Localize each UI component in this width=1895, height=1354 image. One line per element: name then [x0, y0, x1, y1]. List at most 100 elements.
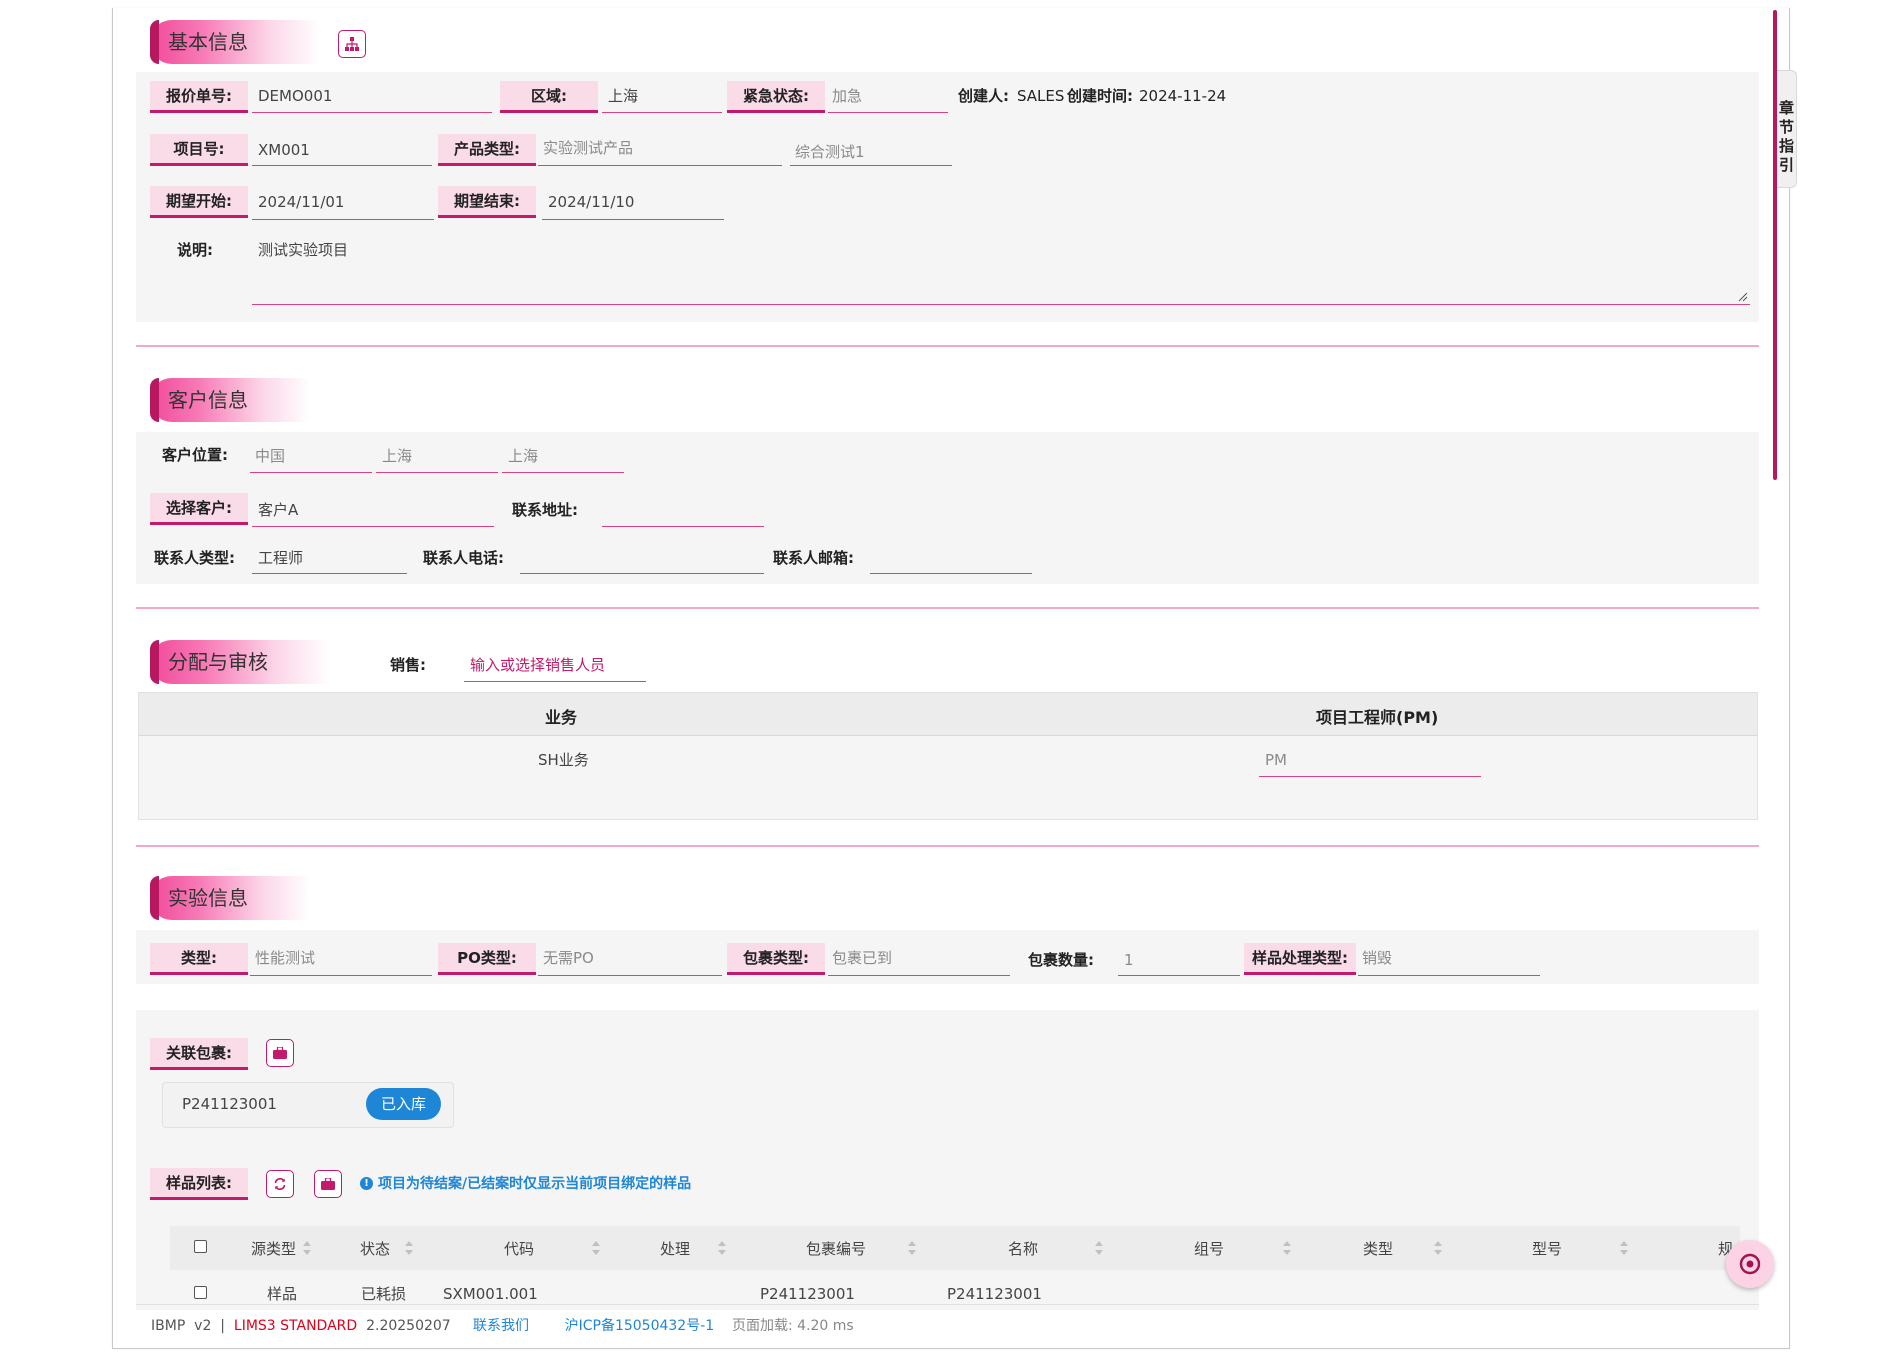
col-group[interactable]: 组号	[1194, 1240, 1225, 1258]
org-chart-button[interactable]	[338, 30, 366, 58]
col-code[interactable]: 代码	[504, 1240, 535, 1258]
sort-icon[interactable]	[718, 1241, 726, 1255]
section-title-text: 基本信息	[168, 30, 248, 54]
info-icon: !	[360, 1177, 373, 1190]
col-pkg-no[interactable]: 包裹编号	[806, 1240, 867, 1258]
col-model[interactable]: 型号	[1532, 1240, 1563, 1258]
briefcase-icon	[273, 1047, 287, 1059]
floating-locate-button[interactable]	[1726, 1240, 1774, 1288]
cell-name: P241123001	[947, 1285, 1042, 1303]
pkg-type-label: 包裹类型:	[727, 943, 825, 975]
col-header-business: 业务	[545, 708, 578, 727]
sort-icon[interactable]	[1095, 1241, 1103, 1255]
linked-pkg-label: 关联包裹:	[150, 1038, 248, 1070]
customer-country[interactable]: 中国	[255, 447, 286, 465]
project-no-value[interactable]: XM001	[258, 141, 310, 159]
contact-link[interactable]: 联系我们	[472, 1318, 529, 1334]
customer-select[interactable]: 客户A	[258, 501, 299, 519]
business-cell: SH业务	[538, 751, 589, 769]
select-customer-label: 选择客户:	[150, 493, 248, 525]
footer-load-label: 页面加载:	[731, 1318, 793, 1334]
section-title-assign: 分配与审核	[150, 640, 330, 684]
quote-no-value[interactable]: DEMO001	[258, 87, 333, 105]
sample-proc-label: 样品处理类型:	[1244, 943, 1356, 975]
cell-code: SXM001.001	[443, 1285, 538, 1303]
sort-icon[interactable]	[405, 1241, 413, 1255]
sort-icon[interactable]	[1620, 1241, 1628, 1255]
sales-input[interactable]: 输入或选择销售人员	[470, 656, 606, 674]
col-status[interactable]: 状态	[360, 1240, 391, 1258]
sort-icon[interactable]	[908, 1241, 916, 1255]
sample-list-label: 样品列表:	[150, 1168, 248, 1200]
package-status-badge: 已入库	[366, 1088, 441, 1120]
sort-icon[interactable]	[1283, 1241, 1291, 1255]
footer: IBMP v2 | LIMS3 STANDARD 2.20250207 联系我们…	[151, 1316, 854, 1336]
footer-product: LIMS3 STANDARD	[233, 1318, 358, 1334]
col-type[interactable]: 类型	[1363, 1240, 1394, 1258]
row-checkbox[interactable]	[194, 1286, 207, 1299]
customer-city[interactable]: 上海	[508, 447, 539, 465]
resize-handle-icon[interactable]	[1738, 292, 1748, 302]
sample-proc-value[interactable]: 销毁	[1362, 949, 1393, 967]
customer-info-panel	[136, 432, 1759, 584]
project-no-label: 项目号:	[150, 134, 248, 166]
refresh-samples-button[interactable]	[266, 1170, 294, 1198]
icp-link[interactable]: 沪ICP备15050432号-1	[564, 1318, 715, 1334]
scrollbar-thumb[interactable]	[1773, 10, 1777, 480]
col-header-pm: 项目工程师(PM)	[1316, 708, 1439, 727]
contact-email-label: 联系人邮箱:	[773, 549, 854, 567]
package-code: P241123001	[182, 1095, 277, 1113]
pm-input[interactable]: PM	[1265, 751, 1287, 769]
target-icon	[1739, 1253, 1761, 1275]
product-type-value[interactable]: 实验测试产品	[543, 139, 634, 157]
sample-pkg-button[interactable]	[314, 1170, 342, 1198]
section-title-customer: 客户信息	[150, 378, 310, 422]
product-subtype-value[interactable]: 综合测试1	[795, 143, 865, 161]
cell-status: 已耗损	[361, 1285, 407, 1303]
quote-no-label: 报价单号:	[150, 81, 248, 113]
section-title-text: 分配与审核	[168, 650, 268, 674]
contact-address-label: 联系地址:	[512, 501, 578, 519]
desc-label: 说明:	[177, 241, 213, 259]
sample-notice: 项目为待结案/已结案时仅显示当前项目绑定的样品	[378, 1176, 692, 1192]
region-label: 区域:	[500, 81, 598, 113]
urgency-label: 紧急状态:	[727, 81, 825, 113]
footer-build: 2.20250207	[366, 1318, 451, 1334]
created-label: 创建时间:	[1067, 87, 1133, 105]
sort-icon[interactable]	[1434, 1241, 1442, 1255]
sample-table-header	[170, 1226, 1740, 1270]
customer-province[interactable]: 上海	[382, 447, 413, 465]
chapter-guide-tab[interactable]: 章节指引	[1777, 70, 1797, 188]
exp-type-value[interactable]: 性能测试	[255, 949, 316, 967]
sort-icon[interactable]	[303, 1241, 311, 1255]
end-date-value[interactable]: 2024/11/10	[548, 193, 635, 211]
col-name[interactable]: 名称	[1008, 1240, 1039, 1258]
pkg-count-value[interactable]: 1	[1124, 951, 1134, 969]
col-process[interactable]: 处理	[660, 1240, 691, 1258]
desc-textarea[interactable]: 测试实验项目	[258, 241, 349, 259]
pkg-type-value[interactable]: 包裹已到	[832, 949, 893, 967]
sort-icon[interactable]	[592, 1241, 600, 1255]
refresh-icon	[274, 1178, 286, 1190]
region-value[interactable]: 上海	[608, 87, 639, 105]
urgency-value[interactable]: 加急	[832, 87, 863, 105]
created-value: 2024-11-24	[1139, 87, 1227, 105]
select-all-checkbox[interactable]	[194, 1240, 207, 1253]
contact-type-value[interactable]: 工程师	[258, 549, 304, 567]
sales-label: 销售:	[390, 656, 426, 674]
footer-sep: |	[220, 1318, 225, 1334]
contact-type-label: 联系人类型:	[154, 549, 235, 567]
section-title-text: 实验信息	[168, 886, 248, 910]
end-date-label: 期望结束:	[438, 186, 536, 218]
pkg-count-label: 包裹数量:	[1028, 951, 1094, 969]
po-type-value[interactable]: 无需PO	[543, 949, 594, 967]
section-title-basic: 基本信息	[150, 20, 320, 64]
section-title-text: 客户信息	[168, 388, 248, 412]
briefcase-icon	[321, 1178, 335, 1190]
linked-pkg-button[interactable]	[266, 1039, 294, 1067]
col-src-type[interactable]: 源类型	[251, 1240, 297, 1258]
product-type-label: 产品类型:	[438, 134, 536, 166]
start-date-value[interactable]: 2024/11/01	[258, 193, 345, 211]
footer-divider	[136, 1304, 1759, 1305]
sitemap-icon	[345, 37, 359, 51]
